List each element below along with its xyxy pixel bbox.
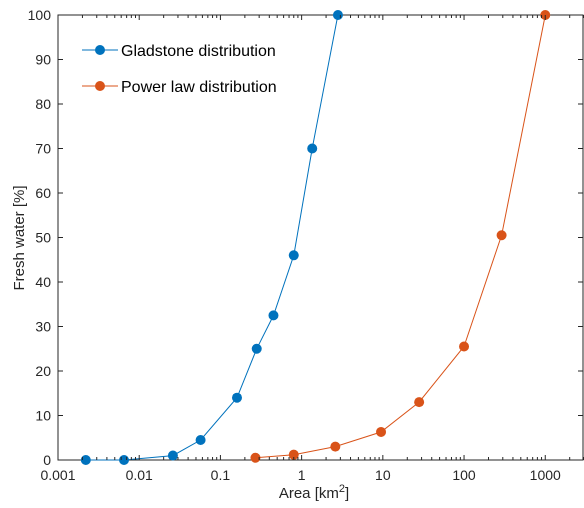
plot-area (57, 14, 584, 461)
x-tick-label: 0.01 (126, 467, 153, 483)
y-tick-label: 10 (35, 408, 51, 424)
x-axis-label-suffix: ] (345, 485, 349, 502)
data-point (307, 143, 318, 154)
data-point (80, 455, 91, 465)
x-tick-label: 0.1 (211, 467, 231, 483)
legend-label: Power law distribution (121, 79, 277, 96)
data-point (251, 343, 262, 354)
x-tick-label: 100 (452, 467, 476, 483)
x-tick-label: 10 (375, 467, 391, 483)
y-tick-label: 80 (35, 96, 51, 112)
plot-frame (57, 14, 584, 461)
data-point (195, 434, 206, 445)
x-tick-label: 0.001 (40, 467, 75, 483)
series-line (85, 14, 339, 461)
data-point (167, 450, 178, 461)
data-point (376, 426, 387, 437)
data-point (496, 230, 507, 241)
x-axis-label-superscript: 2 (339, 483, 345, 495)
data-point (231, 392, 242, 403)
data-point (414, 397, 425, 408)
data-point (119, 455, 130, 465)
legend: Gladstone distribution Power law distribu… (82, 43, 277, 96)
legend-label: Gladstone distribution (121, 43, 276, 60)
data-point (250, 452, 261, 463)
x-axis-label-text: Area [km (279, 485, 339, 502)
series-2 (250, 10, 551, 463)
x-tick-label: 1 (298, 467, 306, 483)
series-line (255, 14, 546, 459)
series-layer (80, 10, 551, 465)
y-tick-label: 0 (43, 452, 51, 468)
y-tick-label: 30 (35, 319, 51, 335)
data-point (459, 341, 470, 352)
legend-marker (95, 45, 105, 55)
y-tick-label: 50 (35, 230, 51, 246)
data-point (330, 441, 341, 452)
data-point (288, 449, 299, 460)
y-tick-label: 40 (35, 274, 51, 290)
x-axis-label: Area [km2] (279, 483, 349, 502)
y-axis-label: Fresh water [%] (11, 185, 28, 290)
y-tick-label: 70 (35, 141, 51, 157)
data-point (288, 250, 299, 261)
y-tick-label: 60 (35, 185, 51, 201)
data-point (332, 10, 343, 20)
y-tick-label: 20 (35, 363, 51, 379)
legend-marker (95, 81, 105, 91)
y-tick-label: 90 (35, 52, 51, 68)
x-tick-label: 1000 (530, 467, 561, 483)
axes-layer: 0 10 20 30 40 50 60 70 80 90 100 0.001 0.01 0.1 1 10 100… (28, 7, 584, 483)
y-tick-label: 100 (28, 7, 52, 23)
data-point (268, 310, 279, 321)
